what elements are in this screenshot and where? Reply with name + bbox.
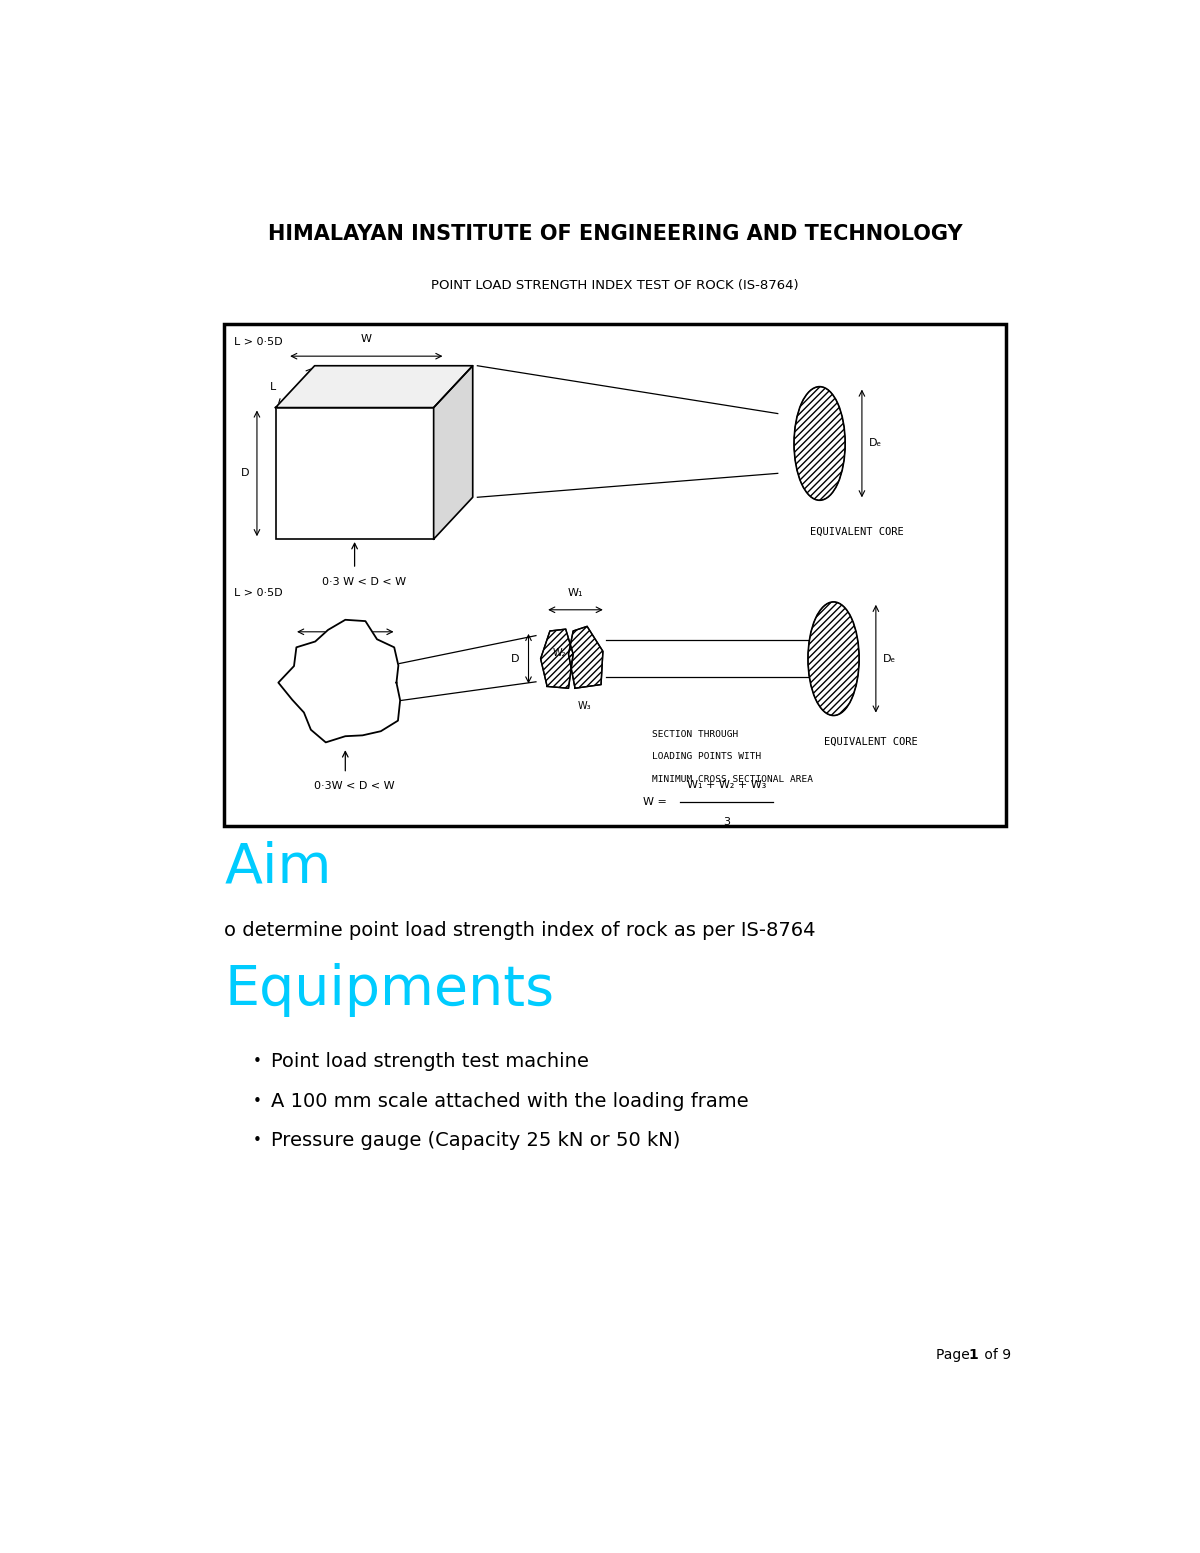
Text: POINT LOAD STRENGTH INDEX TEST OF ROCK (IS-8764): POINT LOAD STRENGTH INDEX TEST OF ROCK (… bbox=[431, 280, 799, 292]
Text: W₃: W₃ bbox=[578, 700, 592, 711]
Ellipse shape bbox=[808, 603, 859, 716]
Ellipse shape bbox=[794, 387, 845, 500]
Text: 1: 1 bbox=[968, 1348, 978, 1362]
Text: o determine point load strength index of rock as per IS-8764: o determine point load strength index of… bbox=[224, 921, 816, 940]
Text: •: • bbox=[252, 1134, 262, 1148]
Polygon shape bbox=[541, 629, 574, 688]
Text: EQUIVALENT CORE: EQUIVALENT CORE bbox=[810, 526, 904, 537]
Polygon shape bbox=[276, 365, 473, 407]
Text: Aim: Aim bbox=[224, 842, 332, 895]
Text: HIMALAYAN INSTITUTE OF ENGINEERING AND TECHNOLOGY: HIMALAYAN INSTITUTE OF ENGINEERING AND T… bbox=[268, 224, 962, 244]
Text: W: W bbox=[361, 334, 372, 345]
Text: D: D bbox=[241, 469, 250, 478]
Text: W =: W = bbox=[643, 797, 667, 808]
Polygon shape bbox=[569, 626, 602, 688]
Bar bbox=[224, 325, 1006, 826]
Text: 3: 3 bbox=[724, 817, 730, 826]
Polygon shape bbox=[433, 365, 473, 539]
Text: 0·3W < D < W: 0·3W < D < W bbox=[314, 781, 395, 790]
Text: Page: Page bbox=[936, 1348, 974, 1362]
Text: Dₑ: Dₑ bbox=[883, 654, 896, 663]
Text: 0·3 W < D < W: 0·3 W < D < W bbox=[322, 578, 406, 587]
Text: Point load strength test machine: Point load strength test machine bbox=[271, 1053, 589, 1072]
Text: W₂: W₂ bbox=[552, 648, 566, 658]
Text: Pressure gauge (Capacity 25 kN or 50 kN): Pressure gauge (Capacity 25 kN or 50 kN) bbox=[271, 1131, 680, 1151]
Polygon shape bbox=[278, 620, 400, 742]
Text: Dₑ: Dₑ bbox=[869, 438, 882, 449]
Text: W₁ + W₂ + W₃: W₁ + W₂ + W₃ bbox=[686, 780, 767, 790]
Text: SECTION THROUGH: SECTION THROUGH bbox=[653, 730, 738, 739]
Text: of 9: of 9 bbox=[979, 1348, 1010, 1362]
Text: •: • bbox=[252, 1093, 262, 1109]
Text: L: L bbox=[270, 382, 276, 391]
Bar bbox=[276, 407, 433, 539]
Text: EQUIVALENT CORE: EQUIVALENT CORE bbox=[824, 738, 918, 747]
Text: L > 0·5D: L > 0·5D bbox=[234, 337, 282, 346]
Text: A 100 mm scale attached with the loading frame: A 100 mm scale attached with the loading… bbox=[271, 1092, 749, 1110]
Text: Equipments: Equipments bbox=[224, 963, 554, 1017]
Text: W₁: W₁ bbox=[568, 589, 583, 598]
Text: LOADING POINTS WITH: LOADING POINTS WITH bbox=[653, 752, 762, 761]
Text: D: D bbox=[511, 654, 520, 663]
Text: L > 0·5D: L > 0·5D bbox=[234, 589, 282, 598]
Text: MINIMUM CROSS SECTIONAL AREA: MINIMUM CROSS SECTIONAL AREA bbox=[653, 775, 814, 784]
Text: •: • bbox=[252, 1054, 262, 1068]
